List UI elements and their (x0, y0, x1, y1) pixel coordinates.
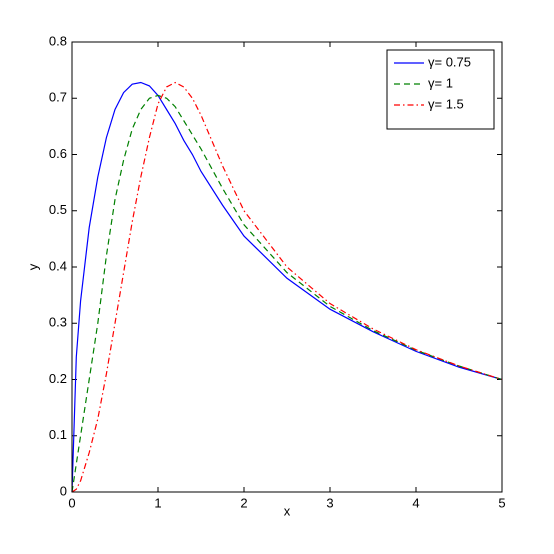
plot-frame (71, 41, 503, 493)
y-tick-label: 0.1 (49, 427, 67, 442)
y-tick-label: 0.7 (49, 90, 67, 105)
y-tick-label: 0.5 (49, 202, 67, 217)
x-tick-label: 4 (412, 495, 419, 510)
series-line (71, 94, 503, 493)
series-line (71, 81, 503, 493)
y-tick-label: 0 (60, 483, 67, 498)
y-tick-label: 0.8 (49, 33, 67, 48)
x-tick-label: 1 (154, 495, 161, 510)
x-axis-label: x (284, 503, 291, 518)
x-tick-label: 3 (326, 495, 333, 510)
x-tick-label: 2 (240, 495, 247, 510)
y-tick-label: 0.3 (49, 315, 67, 330)
legend-label: γ= 1 (428, 75, 453, 90)
y-tick-label: 0.2 (49, 371, 67, 386)
y-axis-label: y (25, 263, 40, 270)
legend-label: γ= 0.75 (428, 54, 471, 69)
legend-label: γ= 1.5 (428, 96, 464, 111)
y-tick-label: 0.4 (49, 258, 67, 273)
x-tick-label: 5 (498, 495, 505, 510)
x-tick-label: 0 (68, 495, 75, 510)
y-tick-label: 0.6 (49, 146, 67, 161)
series-line (71, 81, 503, 493)
